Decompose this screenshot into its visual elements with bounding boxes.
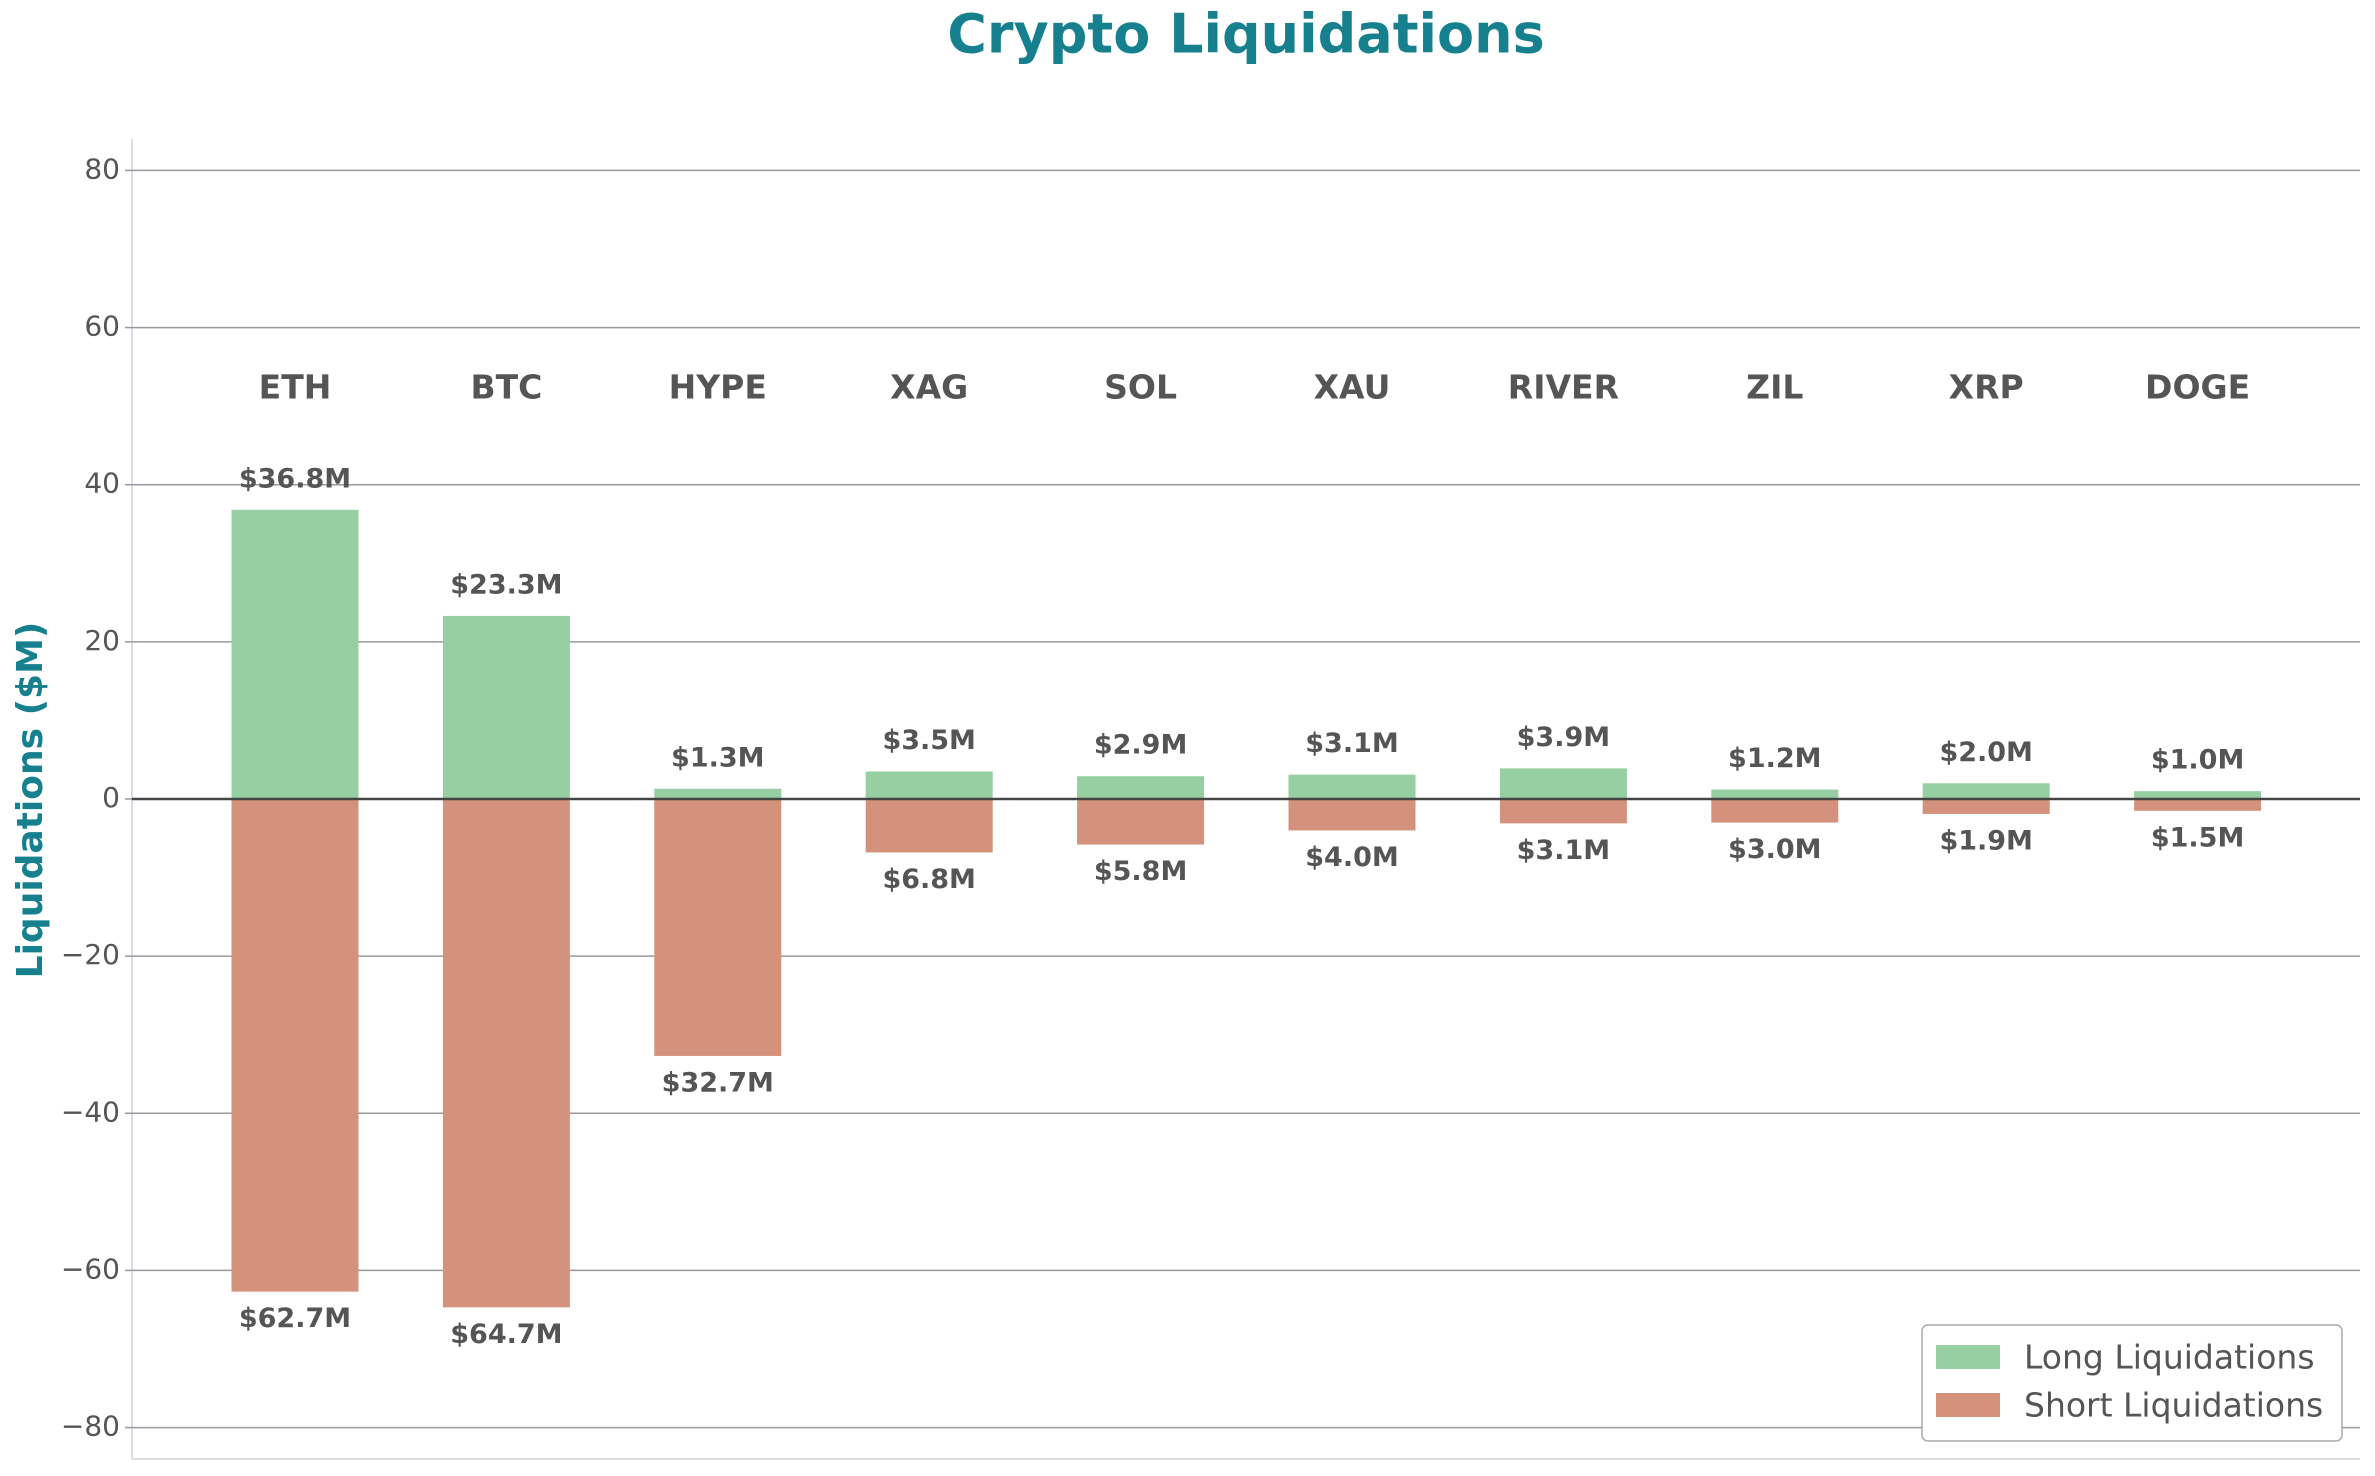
category-label: HYPE xyxy=(669,368,767,407)
value-label: $3.0M xyxy=(1728,834,1822,865)
value-label: $2.0M xyxy=(1939,737,2033,768)
bar xyxy=(2134,799,2262,811)
category-label: ETH xyxy=(259,368,332,407)
category-label: RIVER xyxy=(1508,368,1619,407)
bar xyxy=(1711,789,1839,799)
y-tick-label: 20 xyxy=(84,624,120,657)
bar xyxy=(1077,776,1205,799)
category-label: DOGE xyxy=(2145,368,2250,407)
y-tick-label: −40 xyxy=(61,1095,120,1128)
value-label: $2.9M xyxy=(1094,730,1188,761)
category-label: ZIL xyxy=(1746,368,1803,407)
legend-label: Short Liquidations xyxy=(2024,1386,2323,1425)
y-axis-label: Liquidations ($M) xyxy=(10,622,51,979)
bar xyxy=(865,771,993,799)
legend-swatch xyxy=(1936,1345,2000,1369)
bar xyxy=(1711,799,1839,823)
legend-swatch xyxy=(1936,1393,2000,1417)
value-label: $1.5M xyxy=(2151,822,2245,853)
category-label: BTC xyxy=(470,368,542,407)
y-tick-label: 60 xyxy=(84,310,120,343)
value-label: $3.1M xyxy=(1305,728,1399,759)
value-label: $1.3M xyxy=(671,742,765,773)
bar xyxy=(231,509,359,799)
y-tick-label: −80 xyxy=(61,1410,120,1443)
bar xyxy=(1922,799,2050,814)
value-label: $3.5M xyxy=(882,725,976,756)
value-label: $1.9M xyxy=(1939,825,2033,856)
bar xyxy=(1922,783,2050,799)
bar xyxy=(1499,768,1627,799)
bar xyxy=(2134,791,2262,799)
value-label: $32.7M xyxy=(662,1067,774,1098)
category-label: XRP xyxy=(1949,368,2024,407)
bar xyxy=(865,799,993,853)
bar xyxy=(1499,799,1627,824)
bar xyxy=(1077,799,1205,845)
value-label: $62.7M xyxy=(239,1303,351,1334)
bar xyxy=(1288,799,1416,831)
y-tick-label: 40 xyxy=(84,467,120,500)
value-label: $36.8M xyxy=(239,463,351,494)
value-label: $6.8M xyxy=(882,864,976,895)
value-label: $1.2M xyxy=(1728,743,1822,774)
bar xyxy=(654,799,782,1056)
bar xyxy=(442,799,570,1308)
y-tick-label: 80 xyxy=(84,152,120,185)
chart-title: Crypto Liquidations xyxy=(947,3,1544,66)
y-tick-label: −20 xyxy=(61,938,120,971)
value-label: $3.1M xyxy=(1517,835,1611,866)
legend-box xyxy=(1921,1324,2343,1442)
bar xyxy=(1288,774,1416,799)
value-label: $1.0M xyxy=(2151,745,2245,776)
bar xyxy=(231,799,359,1292)
bar xyxy=(442,615,570,799)
value-label: $64.7M xyxy=(450,1319,562,1350)
y-tick-label: −60 xyxy=(61,1252,120,1285)
y-tick-label: 0 xyxy=(102,781,120,814)
category-label: XAG xyxy=(890,368,968,407)
bar xyxy=(654,788,782,799)
category-label: XAU xyxy=(1314,368,1391,407)
value-label: $5.8M xyxy=(1094,856,1188,887)
category-label: SOL xyxy=(1104,368,1177,407)
value-label: $3.9M xyxy=(1517,722,1611,753)
value-label: $4.0M xyxy=(1305,842,1399,873)
value-label: $23.3M xyxy=(450,569,562,600)
legend-label: Long Liquidations xyxy=(2024,1338,2315,1377)
